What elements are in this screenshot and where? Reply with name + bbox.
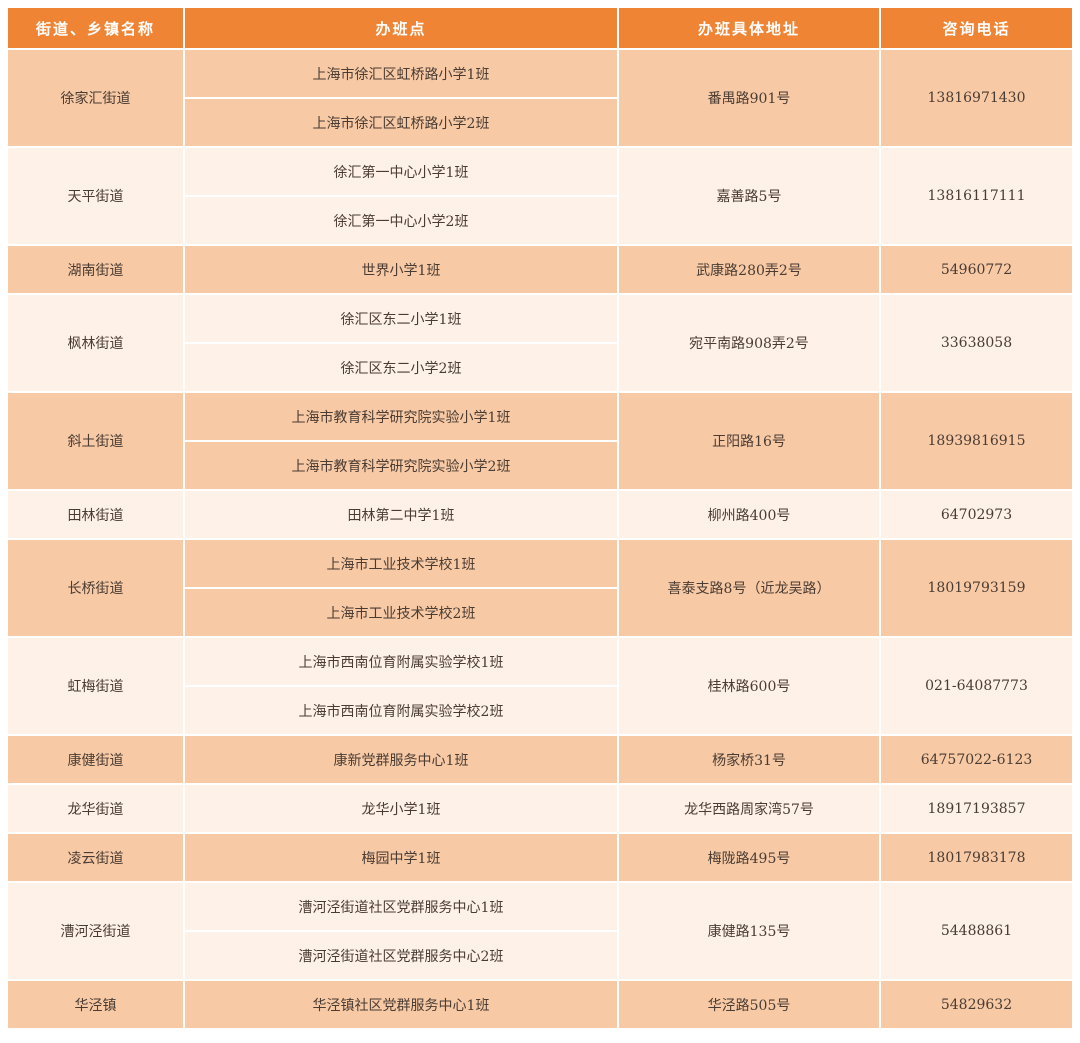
address-cell: 嘉善路5号 bbox=[619, 148, 879, 244]
phone-cell: 13816117111 bbox=[881, 148, 1072, 244]
street-cell: 长桥街道 bbox=[8, 540, 183, 636]
class-site-cell: 上海市西南位育附属实验学校2班 bbox=[185, 687, 617, 734]
class-location-table: 街道、乡镇名称 办班点 办班具体地址 咨询电话 徐家汇街道 上海市徐汇区虹桥路小学… bbox=[6, 6, 1074, 1030]
street-cell: 徐家汇街道 bbox=[8, 50, 183, 146]
class-site-cell: 康新党群服务中心1班 bbox=[185, 736, 617, 783]
class-site-cell: 漕河泾街道社区党群服务中心2班 bbox=[185, 932, 617, 979]
header-street: 街道、乡镇名称 bbox=[8, 8, 183, 48]
table-row: 徐家汇街道 上海市徐汇区虹桥路小学1班 番禺路901号 13816971430 bbox=[8, 50, 1072, 146]
class-site-cell: 梅园中学1班 bbox=[185, 834, 617, 881]
street-cell: 斜土街道 bbox=[8, 393, 183, 489]
class-site-cell: 徐汇第一中心小学1班 bbox=[185, 148, 617, 195]
address-cell: 梅陇路495号 bbox=[619, 834, 879, 881]
table-row: 凌云街道 梅园中学1班 梅陇路495号 18017983178 bbox=[8, 834, 1072, 881]
street-cell: 枫林街道 bbox=[8, 295, 183, 391]
phone-cell: 33638058 bbox=[881, 295, 1072, 391]
table-row: 虹梅街道 上海市西南位育附属实验学校1班 桂林路600号 021-64087773 bbox=[8, 638, 1072, 734]
table-body: 徐家汇街道 上海市徐汇区虹桥路小学1班 番禺路901号 13816971430 上海市徐… bbox=[8, 50, 1072, 1028]
table-row: 漕河泾街道社区党群服务中心2班 bbox=[8, 932, 1072, 979]
table-row: 徐汇区东二小学2班 bbox=[8, 344, 1072, 391]
address-cell: 番禺路901号 bbox=[619, 50, 879, 146]
class-site-cell: 世界小学1班 bbox=[185, 246, 617, 293]
table-row: 龙华街道 龙华小学1班 龙华西路周家湾57号 18917193857 bbox=[8, 785, 1072, 832]
table-row: 田林街道 田林第二中学1班 柳州路400号 64702973 bbox=[8, 491, 1072, 538]
address-cell: 桂林路600号 bbox=[619, 638, 879, 734]
address-cell: 喜泰支路8号（近龙吴路） bbox=[619, 540, 879, 636]
street-cell: 康健街道 bbox=[8, 736, 183, 783]
class-site-cell: 田林第二中学1班 bbox=[185, 491, 617, 538]
address-cell: 宛平南路908弄2号 bbox=[619, 295, 879, 391]
header-row: 街道、乡镇名称 办班点 办班具体地址 咨询电话 bbox=[8, 8, 1072, 48]
phone-cell: 13816971430 bbox=[881, 50, 1072, 146]
address-cell: 正阳路16号 bbox=[619, 393, 879, 489]
table-row: 枫林街道 徐汇区东二小学1班 宛平南路908弄2号 33638058 bbox=[8, 295, 1072, 391]
street-cell: 漕河泾街道 bbox=[8, 883, 183, 979]
table-row: 斜土街道 上海市教育科学研究院实验小学1班 正阳路16号 18939816915 bbox=[8, 393, 1072, 489]
street-cell: 龙华街道 bbox=[8, 785, 183, 832]
header-phone: 咨询电话 bbox=[881, 8, 1072, 48]
street-cell: 凌云街道 bbox=[8, 834, 183, 881]
street-cell: 湖南街道 bbox=[8, 246, 183, 293]
phone-cell: 021-64087773 bbox=[881, 638, 1072, 734]
address-cell: 康健路135号 bbox=[619, 883, 879, 979]
table-row: 漕河泾街道 漕河泾街道社区党群服务中心1班 康健路135号 54488861 bbox=[8, 883, 1072, 979]
address-cell: 华泾路505号 bbox=[619, 981, 879, 1028]
class-site-cell: 徐汇第一中心小学2班 bbox=[185, 197, 617, 244]
table-row: 上海市教育科学研究院实验小学2班 bbox=[8, 442, 1072, 489]
street-cell: 虹梅街道 bbox=[8, 638, 183, 734]
phone-cell: 64757022-6123 bbox=[881, 736, 1072, 783]
phone-cell: 18939816915 bbox=[881, 393, 1072, 489]
address-cell: 杨家桥31号 bbox=[619, 736, 879, 783]
address-cell: 龙华西路周家湾57号 bbox=[619, 785, 879, 832]
phone-cell: 18017983178 bbox=[881, 834, 1072, 881]
table-row: 天平街道 徐汇第一中心小学1班 嘉善路5号 13816117111 bbox=[8, 148, 1072, 244]
phone-cell: 54960772 bbox=[881, 246, 1072, 293]
table-row: 华泾镇 华泾镇社区党群服务中心1班 华泾路505号 54829632 bbox=[8, 981, 1072, 1028]
address-cell: 武康路280弄2号 bbox=[619, 246, 879, 293]
address-cell: 柳州路400号 bbox=[619, 491, 879, 538]
street-cell: 天平街道 bbox=[8, 148, 183, 244]
table-row: 徐汇第一中心小学2班 bbox=[8, 197, 1072, 244]
street-cell: 华泾镇 bbox=[8, 981, 183, 1028]
class-site-cell: 上海市徐汇区虹桥路小学2班 bbox=[185, 99, 617, 146]
class-site-cell: 上海市工业技术学校1班 bbox=[185, 540, 617, 587]
table-row: 上海市工业技术学校2班 bbox=[8, 589, 1072, 636]
phone-cell: 54829632 bbox=[881, 981, 1072, 1028]
class-site-cell: 徐汇区东二小学2班 bbox=[185, 344, 617, 391]
header-address: 办班具体地址 bbox=[619, 8, 879, 48]
table-row: 长桥街道 上海市工业技术学校1班 喜泰支路8号（近龙吴路） 18019793159 bbox=[8, 540, 1072, 636]
table-row: 康健街道 康新党群服务中心1班 杨家桥31号 64757022-6123 bbox=[8, 736, 1072, 783]
class-site-cell: 上海市教育科学研究院实验小学2班 bbox=[185, 442, 617, 489]
class-site-cell: 徐汇区东二小学1班 bbox=[185, 295, 617, 342]
phone-cell: 54488861 bbox=[881, 883, 1072, 979]
phone-cell: 18917193857 bbox=[881, 785, 1072, 832]
table-row: 湖南街道 世界小学1班 武康路280弄2号 54960772 bbox=[8, 246, 1072, 293]
class-site-cell: 龙华小学1班 bbox=[185, 785, 617, 832]
class-site-cell: 上海市西南位育附属实验学校1班 bbox=[185, 638, 617, 685]
class-site-cell: 华泾镇社区党群服务中心1班 bbox=[185, 981, 617, 1028]
phone-cell: 64702973 bbox=[881, 491, 1072, 538]
class-site-cell: 上海市工业技术学校2班 bbox=[185, 589, 617, 636]
class-site-cell: 上海市徐汇区虹桥路小学1班 bbox=[185, 50, 617, 97]
header-class-site: 办班点 bbox=[185, 8, 617, 48]
street-cell: 田林街道 bbox=[8, 491, 183, 538]
class-site-cell: 上海市教育科学研究院实验小学1班 bbox=[185, 393, 617, 440]
phone-cell: 18019793159 bbox=[881, 540, 1072, 636]
table-row: 上海市西南位育附属实验学校2班 bbox=[8, 687, 1072, 734]
table-row: 上海市徐汇区虹桥路小学2班 bbox=[8, 99, 1072, 146]
class-site-cell: 漕河泾街道社区党群服务中心1班 bbox=[185, 883, 617, 930]
